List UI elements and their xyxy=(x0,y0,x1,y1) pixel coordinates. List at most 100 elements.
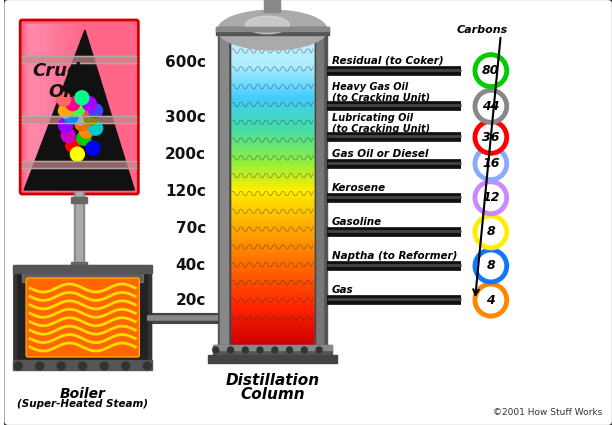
Text: Lubricating Oil: Lubricating Oil xyxy=(332,113,413,123)
Bar xyxy=(230,149,315,150)
Bar xyxy=(66,24,71,190)
Circle shape xyxy=(475,55,507,87)
Bar xyxy=(230,295,315,296)
Bar xyxy=(230,316,315,317)
Bar xyxy=(230,276,315,277)
Bar xyxy=(230,206,315,207)
Bar xyxy=(230,222,315,224)
Text: 4: 4 xyxy=(487,294,495,306)
Bar xyxy=(230,229,315,231)
Circle shape xyxy=(64,110,78,124)
Bar xyxy=(230,296,315,298)
Bar xyxy=(230,37,315,39)
Bar xyxy=(230,168,315,170)
Bar xyxy=(216,27,329,35)
Text: 16: 16 xyxy=(482,157,499,170)
Bar xyxy=(230,220,315,221)
Bar xyxy=(230,312,315,314)
Bar xyxy=(230,146,315,147)
Bar xyxy=(230,105,315,107)
Bar xyxy=(230,90,315,91)
Bar xyxy=(72,262,87,268)
Bar xyxy=(230,300,315,302)
Bar xyxy=(50,24,54,190)
Bar xyxy=(230,82,315,84)
Bar xyxy=(230,314,315,315)
Text: Heavy Gas Oil: Heavy Gas Oil xyxy=(332,82,408,92)
Bar xyxy=(230,204,315,205)
Bar xyxy=(230,307,315,308)
Bar xyxy=(230,119,315,120)
Bar xyxy=(230,163,315,164)
Bar xyxy=(220,32,228,348)
Bar xyxy=(230,91,315,92)
Bar xyxy=(230,235,315,237)
Bar xyxy=(230,215,315,216)
Bar xyxy=(230,121,315,122)
Circle shape xyxy=(80,124,94,138)
Bar xyxy=(230,188,315,190)
Circle shape xyxy=(58,362,65,370)
Bar xyxy=(230,173,315,175)
Bar xyxy=(230,214,315,215)
Bar xyxy=(230,122,315,123)
Bar xyxy=(230,258,315,260)
Bar xyxy=(230,236,315,238)
Bar xyxy=(230,88,315,89)
Bar xyxy=(230,130,315,132)
Bar xyxy=(230,123,315,125)
Bar xyxy=(230,193,315,195)
Bar xyxy=(72,24,76,190)
Bar xyxy=(60,24,65,190)
Bar xyxy=(230,185,315,187)
Bar xyxy=(230,331,315,332)
Bar xyxy=(230,266,315,267)
Bar xyxy=(230,151,315,152)
Bar xyxy=(230,106,315,108)
Bar xyxy=(230,38,315,40)
Bar xyxy=(230,269,315,271)
Bar xyxy=(230,183,315,184)
Polygon shape xyxy=(24,30,135,190)
Bar xyxy=(230,275,315,276)
Circle shape xyxy=(242,347,248,353)
Bar xyxy=(230,235,315,236)
Bar xyxy=(73,24,78,190)
Circle shape xyxy=(100,362,108,370)
Bar xyxy=(22,116,136,122)
Text: 80: 80 xyxy=(482,64,499,77)
Bar xyxy=(230,253,315,255)
FancyBboxPatch shape xyxy=(26,278,140,357)
Bar xyxy=(230,99,315,101)
Bar xyxy=(27,24,32,190)
Bar xyxy=(54,24,59,190)
Bar xyxy=(76,192,82,270)
Bar xyxy=(230,338,315,339)
Bar xyxy=(230,133,315,135)
Bar xyxy=(45,24,50,190)
Bar xyxy=(230,164,315,166)
Bar xyxy=(230,298,315,300)
Bar xyxy=(230,60,315,61)
Bar xyxy=(36,24,41,190)
Bar xyxy=(230,65,315,66)
Text: 300c: 300c xyxy=(165,110,206,125)
Text: 70c: 70c xyxy=(176,221,206,236)
Bar xyxy=(230,45,315,47)
Bar xyxy=(230,334,315,336)
Bar xyxy=(230,245,315,246)
Ellipse shape xyxy=(218,10,327,50)
Bar xyxy=(230,267,315,269)
Bar xyxy=(230,329,315,331)
Bar xyxy=(230,140,315,142)
Bar xyxy=(230,137,315,139)
Bar xyxy=(230,241,315,242)
Bar xyxy=(230,224,315,226)
Text: 8: 8 xyxy=(487,259,495,272)
Bar xyxy=(230,61,315,62)
Bar xyxy=(74,192,84,270)
Bar xyxy=(230,44,315,46)
Bar xyxy=(230,305,315,306)
Bar xyxy=(230,154,315,156)
Bar xyxy=(230,250,315,252)
